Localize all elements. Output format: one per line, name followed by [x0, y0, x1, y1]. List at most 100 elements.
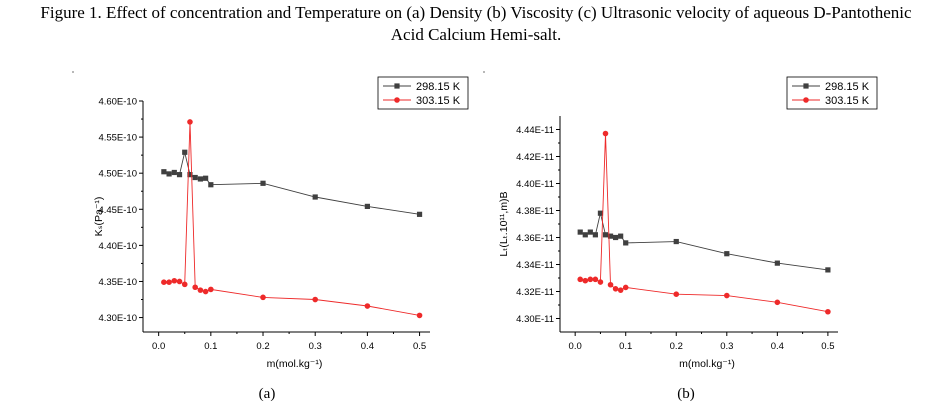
chart-a-series-2-point: [181, 281, 188, 288]
chart-a-y-tick-label: 4.40E-10: [98, 241, 137, 252]
chart-a-x-tick-label: 0.0: [152, 341, 165, 352]
chart-b-series-2-point: [724, 292, 730, 299]
chart-a-series-2-point: [187, 119, 193, 125]
chart-b-series-1-point: [587, 229, 593, 235]
chart-b-legend-item-1-marker: [803, 83, 809, 89]
chart-a-legend-box: [377, 76, 469, 110]
chart-a-series-1-point: [161, 169, 167, 175]
chart-a-y-tick-label: 4.30E-10: [98, 313, 137, 324]
chart-a-x-tick-label: 0.1: [204, 341, 217, 352]
chart-b-series-1-point: [582, 232, 588, 238]
chart-b-x-axis-label: m(mol.kg⁻¹): [679, 358, 735, 370]
chart-a-series-1-point: [166, 171, 172, 177]
chart-b-series-2-line: [580, 133, 828, 313]
chart-b-series-2-point: [582, 277, 589, 284]
chart-a-series-2-point: [161, 279, 167, 285]
chart-b-y-tick-label: 4.42E-11: [516, 152, 554, 163]
chart-a-y-tick-label: 4.50E-10: [98, 169, 137, 180]
chart-a-series-2-point: [171, 277, 178, 284]
chart-b-series-1-point: [673, 238, 679, 245]
chart-b-series-1-point: [623, 240, 629, 246]
chart-b-series-1-point: [607, 233, 614, 239]
chart-b-series-2-point: [774, 299, 781, 306]
chart-a-series-1-point: [187, 172, 193, 178]
chart-b-legend-item-1-label: 298.15 K: [825, 81, 870, 93]
chart-a-series-2-point: [260, 294, 266, 301]
chart-b-series-2-point: [673, 291, 680, 298]
chart-a-series-1-point: [176, 172, 183, 178]
chart-a-x-tick-label: 0.5: [413, 341, 426, 352]
chart-b-corner-mark: [483, 71, 485, 73]
chart-a-x-axis-label: m(mol.kg⁻¹): [267, 358, 323, 370]
chart-b-series-2-point: [825, 308, 831, 315]
chart-b-series-2-point: [597, 279, 604, 285]
chart-b-series-1-point: [597, 210, 604, 216]
chart-a-series-1-point: [192, 174, 198, 181]
chart-a-legend-item-1-marker: [394, 83, 400, 89]
chart-a-series-1-point: [171, 169, 177, 176]
chart-a-series-1-point: [208, 182, 214, 188]
chart-b-x-tick-label: 0.4: [771, 341, 784, 352]
chart-a-series-2-point: [197, 287, 204, 293]
chart-b-y-tick-label: 4.36E-11: [516, 233, 554, 244]
caption-line-1: Figure 1. Effect of concentration and Te…: [40, 3, 912, 22]
chart-b-series-1-point: [592, 232, 598, 238]
chart-a-series-2-point: [312, 296, 319, 303]
chart-a-series-1-point: [312, 194, 318, 200]
chart-b-legend-item-2-label: 303.15 K: [825, 95, 870, 107]
chart-b-series-1-point: [618, 233, 624, 239]
chart-b-x-tick-label: 0.1: [619, 341, 632, 352]
chart-b-series-2-point: [607, 281, 614, 288]
chart-a-series-1-point: [260, 180, 266, 186]
chart-a-x-tick-label: 0.4: [361, 341, 374, 352]
figure-caption: Figure 1. Effect of concentration and Te…: [0, 2, 952, 46]
chart-a-series-1-point: [416, 211, 423, 217]
chart-b-series-2-point: [587, 276, 594, 283]
chart-b-legend-box: [786, 76, 878, 110]
chart-a-series-1-point: [182, 149, 188, 155]
chart-a-series-2-point: [364, 303, 371, 309]
chart-a-corner-mark: [72, 71, 74, 73]
chart-a-y-tick-label: 4.60E-10: [98, 97, 137, 108]
chart-a-panel-label: (a): [259, 386, 276, 402]
chart-b-series-2-point: [612, 286, 619, 292]
chart-a-series-2-point: [416, 312, 423, 319]
chart-b-series-1-point: [577, 229, 583, 235]
chart-b-series-2-point: [617, 287, 624, 293]
chart-a-series-2-point: [166, 279, 172, 285]
chart-a-y-tick-label: 4.35E-10: [98, 277, 137, 288]
chart-a-legend-item-1-label: 298.15 K: [416, 81, 461, 93]
chart-b-x-tick-label: 0.3: [720, 341, 733, 352]
chart-b-x-tick-label: 0.0: [569, 341, 582, 352]
chart-b-series-1-point: [613, 234, 619, 241]
chart-b-series-2-point: [602, 130, 609, 137]
chart-a-x-tick-label: 0.2: [256, 341, 269, 352]
chart-a-series-2-point: [202, 288, 209, 295]
chart-b-y-axis-label: Lₜ(Lₜ.10¹¹,m)B: [498, 191, 510, 256]
chart-b-y-tick-label: 4.30E-11: [516, 314, 554, 325]
chart-a-series-2-point: [176, 278, 183, 285]
chart-a-legend-item-2-label: 303.15 K: [416, 95, 461, 107]
chart-b-series-2-point: [622, 284, 629, 291]
chart-a-series-2-point: [192, 284, 198, 291]
chart-a-series-1-point: [203, 175, 209, 181]
chart-b-series-1-line: [579, 213, 828, 271]
chart-b-y-tick-label: 4.34E-11: [516, 260, 554, 271]
chart-b-x-tick-label: 0.2: [670, 341, 683, 352]
chart-b-y-tick-label: 4.44E-11: [516, 125, 554, 136]
chart-b-x-tick-label: 0.5: [821, 341, 834, 352]
chart-b-y-tick-label: 4.40E-11: [516, 179, 554, 190]
chart-b-series-1-point: [602, 232, 609, 238]
chart-b-series-1-point: [724, 251, 730, 257]
chart-b-series-2-point: [577, 276, 584, 283]
chart-a-series-1-point: [197, 176, 203, 182]
chart-a-x-tick-label: 0.3: [309, 341, 322, 352]
chart-a-series-1-point: [364, 203, 370, 209]
chart-b-panel-label: (b): [677, 386, 695, 402]
chart-a-y-tick-label: 4.45E-10: [98, 205, 137, 216]
chart-b-series-1-point: [825, 267, 831, 273]
chart-b-y-tick-label: 4.32E-11: [516, 287, 554, 298]
caption-line-2: Acid Calcium Hemi-salt.: [390, 25, 562, 44]
